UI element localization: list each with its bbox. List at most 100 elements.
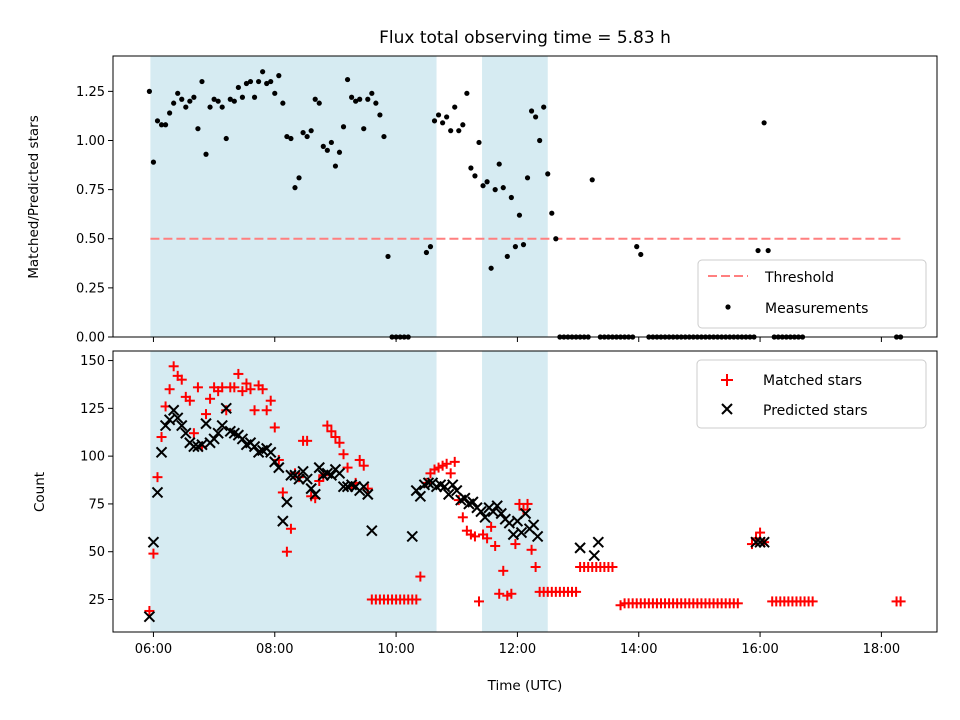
measurement-point: [308, 128, 314, 134]
predicted-star-point: [167, 404, 180, 416]
matched-star-point: [490, 540, 501, 551]
predicted-star-point: [758, 536, 770, 548]
predicted-star-point: [285, 469, 297, 481]
matched-star-point: [326, 426, 337, 437]
bottom-panel: 25 50 75 100 125 150 06:00 08:00 10:00 12:00 14:0…: [32, 350, 938, 694]
matched-star-point: [148, 548, 159, 559]
predicted-star-point: [212, 427, 224, 439]
matched-star-point: [334, 437, 345, 448]
predicted-star-point: [305, 482, 317, 495]
bottom-legend-box: [696, 359, 927, 429]
measurement-point: [533, 114, 539, 120]
predicted-star-point: [479, 511, 491, 524]
matched-star-point: [205, 393, 216, 404]
chart-title: Flux total observing time = 5.83 h: [379, 28, 671, 48]
measurement-point: [440, 120, 446, 126]
predicted-star-point: [301, 473, 313, 485]
top-plot-frame: [112, 55, 938, 338]
matched-star-point: [257, 384, 268, 395]
matched-star-point: [184, 395, 195, 406]
measurement-point: [312, 96, 318, 102]
measurement-point: [377, 112, 383, 118]
predicted-star-point: [200, 417, 212, 430]
measurement-point: [464, 90, 470, 96]
measurement-point: [284, 133, 290, 140]
measurement-point: [456, 128, 462, 134]
matched-star-point: [338, 449, 349, 460]
legend-matched-label: Matched stars: [763, 373, 862, 389]
matched-star-point: [354, 454, 365, 465]
top-legend-box: [697, 259, 927, 329]
measurement-point: [512, 244, 518, 250]
measurement-point: [480, 183, 486, 189]
measurement-point: [280, 100, 286, 106]
measurement-point: [435, 112, 442, 118]
matched-star-point: [526, 544, 537, 555]
measurement-point: [476, 139, 482, 146]
measurement-point: [545, 171, 551, 177]
measurement-point: [175, 90, 181, 96]
measurement-point: [243, 80, 250, 87]
predicted-star-point: [531, 530, 544, 543]
legend-measurements-label: Measurements: [765, 301, 868, 317]
measurement-point: [357, 96, 363, 102]
x-tick-label: 12:00: [499, 642, 536, 657]
predicted-star-point: [366, 524, 378, 537]
measurement-point: [191, 94, 197, 100]
matched-star-point: [285, 523, 296, 534]
matched-star-point: [457, 512, 468, 523]
measurement-point: [761, 120, 767, 126]
measurement-point: [223, 135, 229, 142]
matched-star-point: [168, 361, 179, 372]
matched-star-point: [201, 409, 212, 420]
predicted-star-point: [467, 496, 479, 508]
measurement-point: [496, 161, 502, 167]
measurement-point: [239, 94, 246, 100]
legend-predicted-swatch: [721, 403, 733, 415]
y-tick-label: 50: [88, 545, 105, 560]
measurement-point: [235, 84, 241, 91]
matched-star-point: [277, 487, 288, 498]
x-tick-label: 10:00: [377, 642, 414, 657]
predicted-star-point: [220, 402, 232, 415]
measurement-point: [634, 244, 640, 250]
matched-star-point: [506, 588, 517, 599]
predicted-star-point: [309, 488, 321, 501]
measurement-point: [195, 126, 201, 132]
measurement-point: [255, 78, 262, 85]
predicted-star-point: [750, 536, 762, 548]
y-tick-label: 75: [88, 497, 105, 512]
matched-star-point: [755, 527, 766, 538]
measurement-point: [154, 118, 161, 124]
measurement-point: [755, 247, 761, 254]
matched-star-point: [261, 405, 272, 416]
matched-star-point: [229, 382, 240, 393]
legend-matched-swatch: [721, 374, 733, 386]
measurement-point: [460, 122, 466, 128]
y-tick-label: 125: [80, 402, 105, 417]
matched-star-point: [482, 533, 493, 544]
matched-star-point: [233, 368, 244, 379]
measurement-point: [150, 159, 157, 165]
predicted-star-point: [527, 519, 540, 531]
measurement-point: [251, 94, 258, 100]
measurement-point: [227, 96, 233, 102]
predicted-star-point: [281, 496, 293, 508]
predicted-star-point: [313, 461, 325, 474]
matched-star-point: [302, 435, 313, 446]
measurement-point: [381, 133, 387, 140]
predicted-star-point: [574, 542, 586, 554]
bottom-legend: Matched stars Predicted stars: [696, 359, 927, 429]
predicted-star-point: [447, 479, 459, 491]
measurement-point: [520, 242, 527, 248]
predicted-star-point: [159, 419, 172, 432]
measurement-point: [260, 69, 266, 75]
measurement-point: [332, 163, 339, 169]
matched-star-point: [445, 468, 456, 479]
matched-star-point: [237, 386, 248, 397]
measurement-point: [492, 187, 498, 193]
matched-star-point: [473, 596, 484, 607]
measurement-point: [365, 96, 371, 102]
matched-star-point: [469, 531, 480, 542]
